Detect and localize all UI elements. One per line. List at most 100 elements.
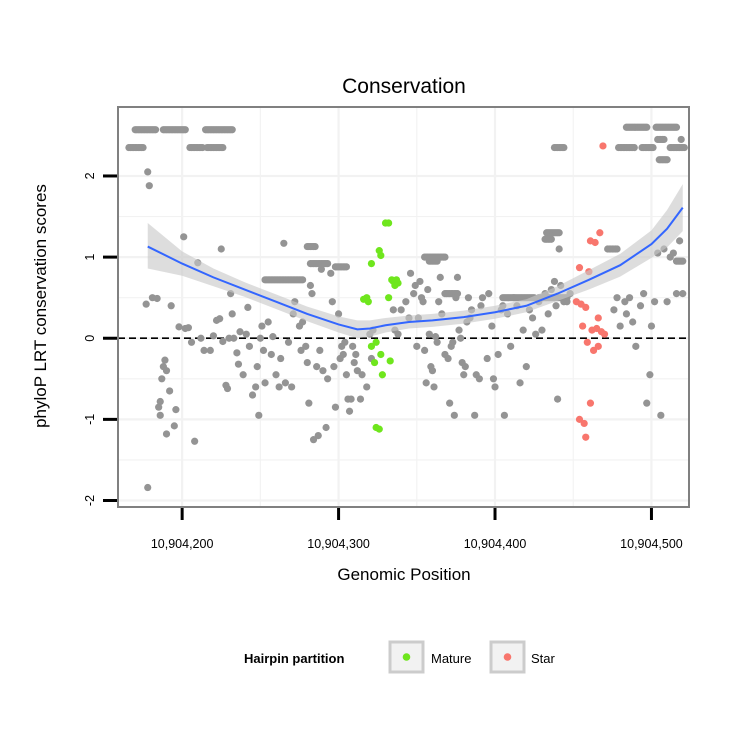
data-point bbox=[563, 298, 571, 306]
data-point bbox=[488, 322, 496, 330]
data-point bbox=[649, 143, 657, 152]
data-point bbox=[180, 233, 188, 241]
data-point bbox=[422, 379, 430, 387]
data-point bbox=[425, 330, 433, 338]
data-point bbox=[356, 395, 365, 403]
data-point bbox=[460, 371, 468, 379]
data-point bbox=[175, 323, 183, 331]
data-point bbox=[389, 306, 397, 314]
data-point bbox=[589, 346, 598, 355]
data-point bbox=[144, 168, 152, 176]
smooth-line bbox=[147, 207, 684, 331]
data-point bbox=[672, 290, 681, 298]
data-point bbox=[172, 406, 180, 414]
data-point bbox=[167, 302, 175, 310]
data-point bbox=[406, 269, 415, 277]
data-point bbox=[236, 328, 244, 336]
data-point bbox=[324, 259, 332, 268]
data-point bbox=[191, 437, 199, 445]
data-point bbox=[594, 314, 602, 322]
data-point bbox=[330, 363, 338, 371]
data-point bbox=[328, 298, 336, 306]
data-point bbox=[277, 354, 285, 363]
legend-label-star: Star bbox=[531, 651, 556, 666]
panel-background bbox=[118, 107, 689, 507]
data-point bbox=[311, 242, 319, 251]
data-point bbox=[245, 342, 254, 350]
series-mature bbox=[360, 219, 402, 433]
x-tick-label: 10,904,300 bbox=[307, 537, 370, 551]
data-point bbox=[230, 334, 238, 342]
data-point bbox=[305, 399, 313, 407]
data-point bbox=[269, 333, 277, 341]
data-point bbox=[327, 269, 335, 277]
data-point bbox=[528, 314, 537, 322]
data-point bbox=[575, 415, 584, 423]
data-point bbox=[519, 326, 527, 334]
data-point bbox=[239, 371, 247, 379]
data-point bbox=[453, 273, 462, 281]
data-point bbox=[430, 383, 438, 391]
data-point bbox=[298, 318, 307, 326]
data-point bbox=[621, 298, 629, 306]
data-point bbox=[347, 395, 355, 403]
data-point bbox=[298, 276, 307, 284]
data-point bbox=[483, 354, 491, 363]
data-point bbox=[385, 294, 393, 302]
data-point bbox=[538, 326, 546, 334]
data-point bbox=[313, 363, 321, 371]
data-point bbox=[386, 357, 394, 365]
y-tick-label: -2 bbox=[83, 495, 97, 506]
legend-dot-star bbox=[503, 653, 512, 661]
data-point bbox=[308, 290, 316, 298]
data-point bbox=[457, 334, 465, 342]
data-point bbox=[680, 143, 688, 152]
data-point bbox=[583, 338, 591, 346]
data-point bbox=[433, 338, 441, 346]
data-point bbox=[629, 318, 637, 326]
data-point bbox=[334, 310, 343, 318]
data-point bbox=[594, 342, 602, 350]
data-point bbox=[142, 300, 150, 308]
data-point bbox=[421, 346, 429, 355]
data-point bbox=[579, 322, 587, 330]
y-tick-label: 1 bbox=[83, 254, 97, 261]
data-point bbox=[410, 290, 418, 298]
data-point bbox=[349, 342, 357, 350]
data-point bbox=[166, 387, 174, 395]
data-point bbox=[491, 383, 499, 391]
data-point bbox=[452, 294, 460, 302]
plot-panel bbox=[117, 106, 690, 508]
chart-title: Conservation bbox=[342, 75, 466, 98]
data-point bbox=[216, 315, 224, 323]
data-point bbox=[170, 422, 178, 430]
legend: Hairpin partition Mature Star bbox=[244, 640, 556, 674]
data-point bbox=[416, 277, 424, 286]
data-point bbox=[375, 425, 383, 433]
data-point bbox=[302, 342, 310, 350]
data-point bbox=[217, 245, 225, 253]
data-point bbox=[281, 379, 289, 387]
data-point bbox=[314, 432, 322, 440]
data-point bbox=[441, 253, 449, 261]
data-point bbox=[153, 294, 161, 303]
data-point bbox=[477, 302, 485, 310]
data-point bbox=[413, 342, 421, 350]
scatter-points bbox=[125, 123, 688, 492]
data-point bbox=[184, 324, 192, 332]
data-point bbox=[259, 346, 268, 355]
data-point bbox=[613, 245, 621, 253]
data-point bbox=[341, 338, 349, 346]
data-point bbox=[353, 367, 361, 375]
data-point bbox=[646, 371, 654, 379]
data-point bbox=[275, 383, 283, 391]
data-point bbox=[478, 294, 487, 302]
data-point bbox=[272, 371, 280, 379]
data-point bbox=[156, 411, 164, 419]
data-point bbox=[444, 354, 452, 363]
data-point bbox=[643, 123, 651, 131]
data-point bbox=[547, 235, 555, 243]
data-point bbox=[377, 350, 385, 359]
data-point bbox=[636, 302, 645, 310]
